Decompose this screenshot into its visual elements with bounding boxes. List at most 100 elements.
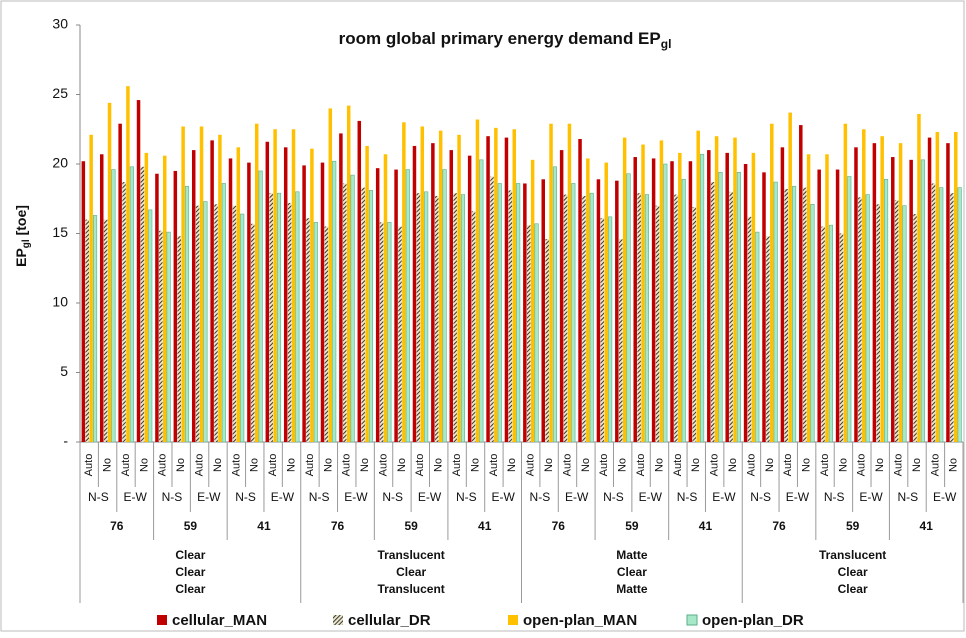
x-tick-label: Auto [672, 454, 684, 477]
orientation-label: E-W [859, 490, 883, 504]
x-tick-label: Auto [929, 454, 941, 477]
bar [839, 233, 844, 442]
x-tick-label: Auto [893, 454, 905, 477]
x-tick-label: No [801, 458, 813, 472]
x-tick-label: No [285, 458, 297, 472]
y-tick-label: 30 [52, 16, 68, 32]
bar [743, 164, 748, 442]
orientation-label: E-W [491, 490, 515, 504]
bar [847, 176, 852, 443]
wwr-label: 76 [331, 519, 345, 533]
orientation-label: N-S [235, 490, 256, 504]
bar [872, 143, 877, 442]
bar [939, 187, 944, 443]
bar [927, 137, 932, 442]
bar [950, 193, 954, 442]
bar [766, 236, 770, 442]
bar [247, 162, 251, 443]
bar [402, 122, 406, 443]
title-main: room global primary energy demand EP [339, 29, 661, 48]
orientation-label: N-S [897, 490, 918, 504]
x-tick-label: Auto [120, 454, 132, 477]
bar [931, 183, 936, 442]
x-tick-label: Auto [451, 454, 463, 477]
legend-swatch [508, 615, 518, 625]
bar [140, 166, 145, 442]
bar [383, 154, 388, 442]
bar [663, 163, 668, 443]
bar [191, 150, 196, 442]
bar [608, 216, 613, 443]
bar [332, 160, 337, 443]
bar [876, 204, 881, 442]
bar [184, 185, 190, 443]
bar [770, 123, 774, 442]
bar [365, 145, 369, 442]
bar [821, 226, 825, 442]
bar [817, 169, 821, 442]
bar [957, 187, 962, 443]
bar [324, 226, 329, 442]
bar [166, 231, 171, 443]
bar [913, 214, 917, 442]
bar [692, 207, 697, 442]
bar [394, 169, 398, 442]
x-tick-label: Auto [341, 454, 353, 477]
orientation-label: N-S [382, 490, 403, 504]
x-tick-label: Auto [230, 454, 242, 477]
bar [810, 204, 815, 443]
x-tick-label: Auto [856, 454, 868, 477]
bar [85, 219, 89, 442]
bar [530, 159, 535, 442]
orientation-label: N-S [309, 490, 330, 504]
bar [420, 126, 425, 442]
bar [880, 136, 884, 442]
x-tick-label: Auto [598, 454, 610, 477]
bar [357, 120, 362, 442]
bar [559, 150, 564, 442]
x-tick-label: No [396, 458, 408, 472]
bar [442, 169, 447, 443]
x-tick-label: No [617, 458, 629, 472]
bar [361, 187, 365, 442]
bar [670, 161, 674, 442]
orientation-label: E-W [124, 490, 148, 504]
bar [858, 197, 862, 442]
bar [490, 176, 494, 442]
orientation-label: N-S [88, 490, 109, 504]
bar [346, 105, 351, 443]
x-tick-label: Auto [782, 454, 794, 477]
bar [725, 152, 729, 442]
orientation-label: E-W [565, 490, 589, 504]
x-tick-label: No [175, 458, 187, 472]
bar [398, 226, 402, 442]
orientation-label: E-W [418, 490, 442, 504]
wwr-label: 76 [772, 519, 786, 533]
wwr-label: 59 [846, 519, 860, 533]
legend-label: open-plan_MAN [523, 612, 637, 629]
wwr-label: 59 [625, 519, 639, 533]
bar [173, 170, 178, 442]
x-tick-label: No [469, 458, 481, 472]
bar [181, 126, 185, 442]
bar [89, 134, 93, 442]
x-tick-label: Auto [709, 454, 721, 477]
bar [195, 205, 200, 442]
glazing-label: Clear [175, 548, 205, 562]
bar [497, 183, 502, 443]
bar [641, 144, 645, 443]
glazing-label: Clear [838, 582, 868, 596]
bar [600, 218, 605, 442]
bar [283, 147, 288, 442]
bar [674, 194, 678, 442]
bar [467, 155, 472, 442]
glazing-label: Clear [175, 565, 205, 579]
bar [651, 158, 656, 442]
bar [615, 180, 619, 442]
x-tick-label: No [580, 458, 592, 472]
bar [788, 112, 792, 442]
wwr-label: 41 [699, 519, 713, 533]
bar [449, 150, 454, 442]
